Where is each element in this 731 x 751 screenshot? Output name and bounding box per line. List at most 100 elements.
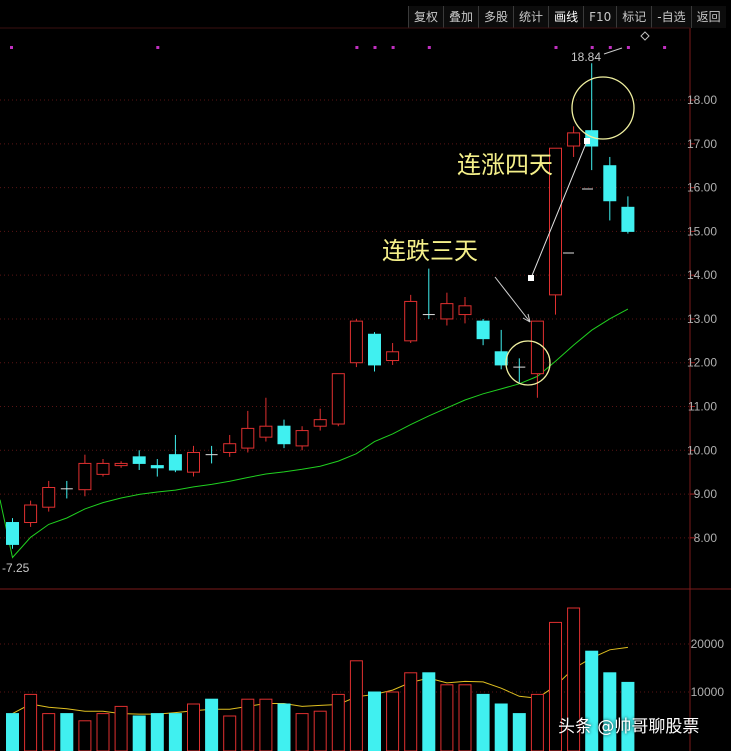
volume-bar [331,693,345,751]
arrow-handle-start [528,275,534,281]
candle-body [295,430,309,447]
candle-body [114,462,128,467]
candle-body [458,305,472,316]
candle-body [96,462,110,475]
candle-body [386,351,400,362]
volume-bar [277,703,291,751]
highlight-circle-2 [571,76,635,140]
high-price-pointer [603,47,623,55]
volume-bar [585,650,599,751]
volume-bar [132,715,146,751]
marker-dot [156,46,160,49]
watermark: 头条 @帅哥聊股票 [558,717,700,737]
annotation-three-days-down: 连跌三天 [382,237,478,265]
toolbar-button-3[interactable]: 统计 [513,6,549,28]
annotation-four-days-up: 连涨四天 [457,151,553,179]
candle-body [42,486,56,508]
volume-bar [458,684,472,751]
volume-bar [567,607,581,751]
arrow-handle-end [584,138,590,144]
price-tick-label: 9.00 [694,487,718,501]
marker-dot [373,46,377,49]
volume-bar [621,681,635,751]
candle-body [132,456,146,464]
price-tick-label: 13.00 [687,312,717,326]
candle-body [241,427,255,449]
price-tick-label: 18.00 [687,93,717,107]
candle-body [259,425,273,438]
candle-body [78,462,92,491]
candle-body [603,165,617,202]
candle-body [313,419,327,427]
price-tick-label: 8.00 [694,531,718,545]
volume-bar [440,684,454,751]
toolbar-button-6[interactable]: 标记 [616,6,652,28]
marker-dot [626,46,630,49]
volume-bar [150,713,164,751]
ma-line-price [0,308,629,559]
marker-dot [10,46,13,49]
marker-dot [391,46,395,49]
volume-bar [6,713,19,751]
candle-body [494,351,508,366]
volume-bar [368,691,381,751]
toolbar-button-0[interactable]: 复权 [408,6,444,28]
price-tick-label: 16.00 [687,181,717,195]
volume-bar [404,672,418,751]
candle-body [277,425,291,445]
toolbar-button-2[interactable]: 多股 [478,6,514,28]
diamond-marker [640,31,650,41]
toolbar-button-7[interactable]: -自选 [651,6,691,28]
volume-bar [168,713,182,751]
toolbar-button-8[interactable]: 返回 [690,6,726,28]
price-tick-label: 10.00 [687,443,717,457]
volume-bar [530,693,544,751]
volume-bar [187,703,200,751]
volume-bar [494,703,508,751]
volume-bar [114,705,128,751]
toolbar-button-5[interactable]: F10 [583,6,617,28]
candle-body [368,333,381,366]
candle-body [24,504,38,524]
volume-bar [476,693,490,751]
price-tick-label: 11.00 [688,400,717,414]
highlight-circle-1 [505,340,551,386]
volume-bar [223,715,237,751]
candle-body [567,132,581,147]
candle-body [440,303,454,320]
toolbar-button-4[interactable]: 画线 [548,6,584,28]
arrow-head-1 [522,313,531,323]
volume-bar [96,713,110,751]
candle-body [223,443,237,453]
volume-bar [60,713,74,751]
arrow-line-2 [530,140,588,279]
candle-body [150,465,164,469]
candle-body [621,206,635,232]
low-price-label: -7.25 [2,561,30,575]
candle-body [187,451,200,473]
marker-dot [554,46,558,49]
candle-body [331,373,345,425]
price-tick-label: 14.00 [687,268,717,282]
volume-tick-label: 20000 [691,637,725,651]
high-price-label: 18.84 [571,50,601,64]
candle-body [168,454,182,471]
volume-bar [259,698,273,751]
volume-bar [295,713,309,751]
volume-bar [241,698,255,751]
volume-bar [512,713,526,751]
toolbar-button-1[interactable]: 叠加 [443,6,479,28]
marker-dot [355,46,359,49]
volume-bar [24,693,38,751]
candle-body [530,320,544,375]
candle-body [476,320,490,340]
volume-tick-label: 10000 [691,685,725,699]
arrow-line-1 [494,276,531,323]
marker-dot [590,46,594,49]
volume-bar [349,660,363,751]
price-tick-label: 17.00 [687,137,717,151]
marker-dot [608,46,612,49]
volume-bar [549,621,562,751]
volume-bar [313,710,327,751]
